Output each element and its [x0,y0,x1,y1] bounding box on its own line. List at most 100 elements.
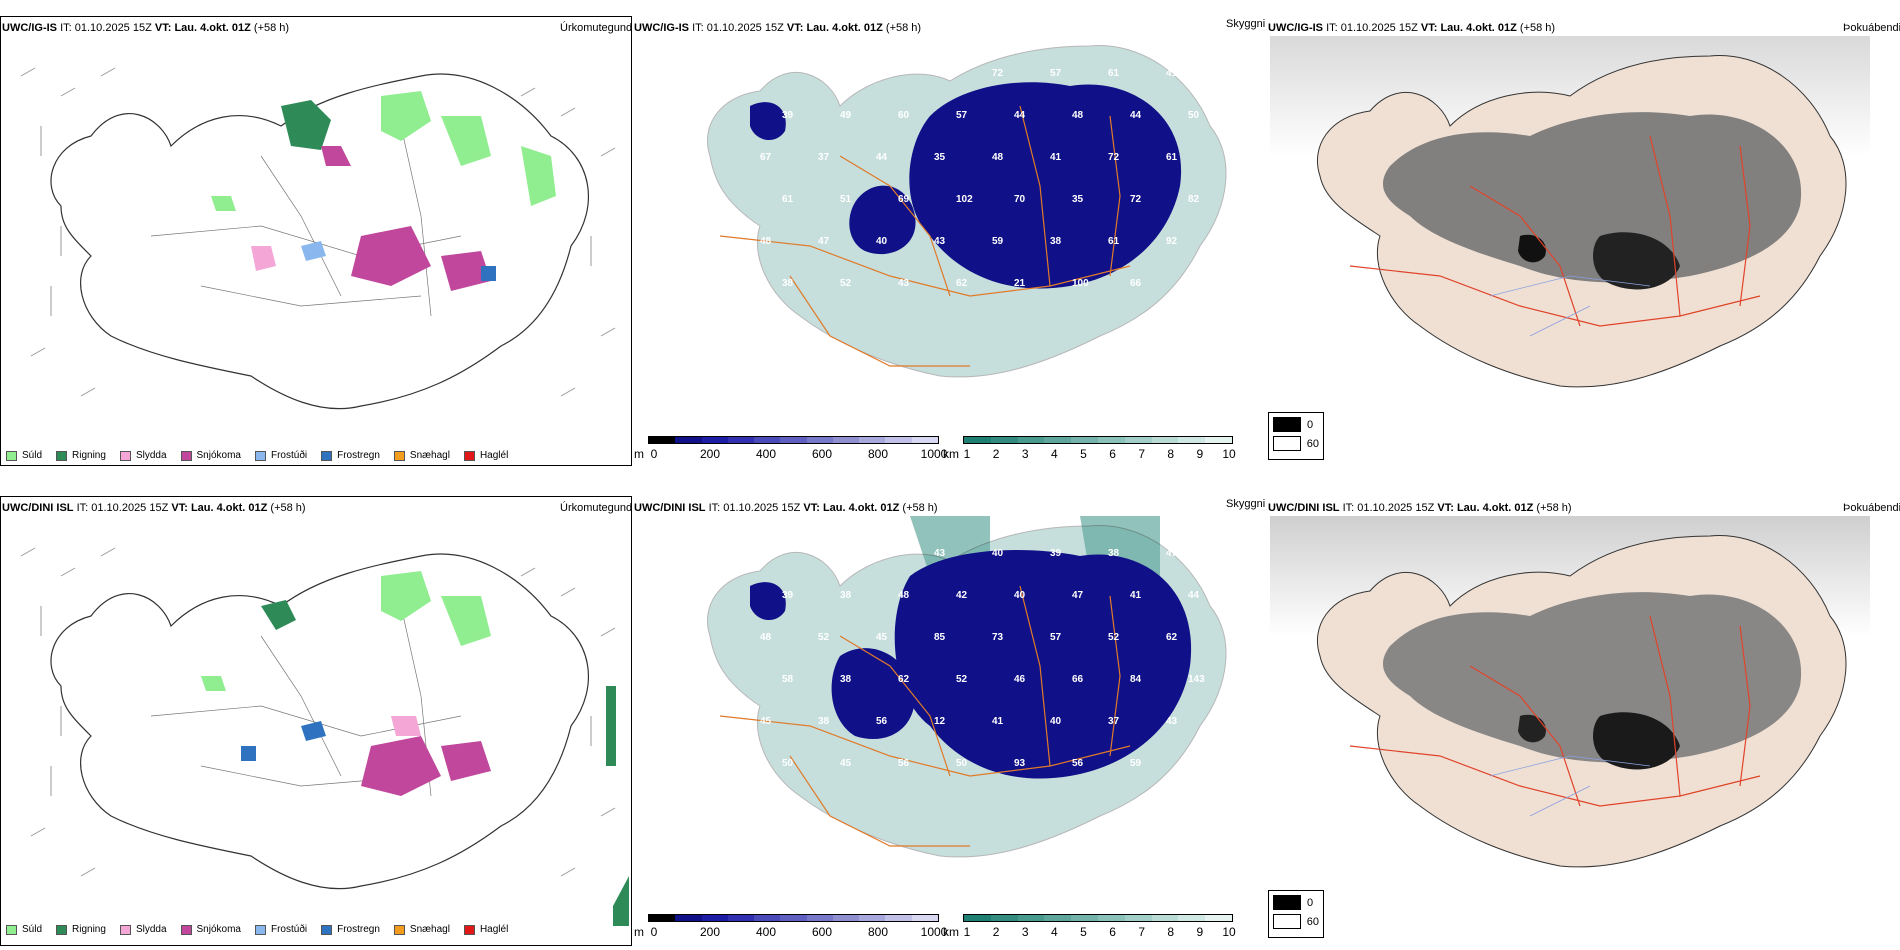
cloud-base-value: 47 [1072,590,1084,601]
colorbar-tick: 800 [867,925,889,939]
precip-map[interactable] [1,516,631,926]
colorbar-segment [1017,437,1045,443]
legend-swatch [180,450,192,461]
legend-item-slydda: Slydda [119,924,167,935]
cloud-base-value: 59 [992,236,1004,247]
cloud-base-value: 48 [898,590,910,601]
cloud-base-value: 102 [956,194,973,205]
cloud-base-value: 50 [956,758,968,769]
cloud-base-value: 38 [782,278,794,289]
colorbar-segment [859,437,886,443]
legend-swatch [393,450,405,461]
colorbar-segment [1151,437,1179,443]
legend-swatch [6,924,17,935]
colorbar-tick: 8 [1167,447,1175,461]
fog-map[interactable] [1270,516,1870,916]
cloud-base-value: 54 [760,800,772,811]
cloud-base-value: 317 [876,548,893,559]
visibility-colorbar: km 1 2 3 4 5 6 7 8 9 10 [943,914,1236,940]
colorbar-segment [649,915,676,921]
colorbar-tick: 2 [992,447,1000,461]
fog-legend: 0 60 [1268,412,1324,460]
legend-item-frostregn: Frostregn [321,450,380,461]
colorbar-tick: 4 [1050,447,1058,461]
cloud-base-value: 52 [956,674,968,685]
colorbar-segment [832,915,860,921]
cloud-base-value: 62 [1166,632,1178,643]
cloud-base-value: 100 [1072,278,1089,289]
cloud-base-value: 69 [898,194,910,205]
colorbar-tick: 200 [699,447,721,461]
colorbar-segment [1205,915,1232,921]
cloud-base-value: 61 [1108,236,1120,247]
cloud-base-value: 48 [760,632,772,643]
legend-item-suld: Súld [6,450,42,461]
colorbar-tick: 800 [867,447,889,461]
colorbar-tick: 3 [1021,447,1029,461]
cloud-base-value: 43 [898,278,910,289]
legend-swatch [393,924,405,935]
legend-item-haglel: Haglél [463,450,508,461]
colorbar-tick: 400 [755,925,777,939]
colorbar-tick: 10 [1222,925,1236,939]
legend-swatch [180,924,192,935]
cloud-map[interactable]: 358 291 317 43 40 39 38 47 39 38 48 42 40 47 41 44 48 52 4… [690,516,1230,906]
colorbar-tick: 5 [1080,447,1087,461]
legend-item-slydda: Slydda [119,450,167,461]
cloud-base-value: 40 [1014,590,1026,601]
cloud-base-colorbar: m 0 200 400 600 800 1000 [634,436,947,462]
cloud-base-value: 56 [1072,758,1084,769]
colorbar-segment [806,437,833,443]
cloud-base-value: 50 [782,758,794,769]
cloud-base-value: 72 [1130,194,1142,205]
precip-map[interactable] [1,36,631,446]
colorbar-segment [832,437,860,443]
cloud-base-value: 43 [934,548,946,559]
colorbar-segment [1124,915,1152,921]
cloud-panel-title: UWC/IG-IS IT: 01.10.2025 15Z VT: Lau. 4.… [634,22,922,34]
legend-item-frostudi: Frostúði [254,450,307,461]
precip-map-frame [0,16,632,466]
legend-swatch [463,450,475,461]
colorbar-segment [1044,437,1072,443]
cloud-base-value: 70 [1014,194,1026,205]
visibility-colorbar-bar [963,436,1233,444]
cloud-base-value: 40 [992,548,1004,559]
fog-map[interactable] [1270,36,1870,436]
cloud-base-value: 358 [760,548,777,559]
colorbar-segment [859,915,886,921]
legend-swatch [6,450,17,461]
cloud-base-value: 44 [1188,590,1200,601]
cloud-map[interactable]: 66 95 60 68 72 57 61 41 39 49 60 57 44 48 44 50 67 37 44 35… [690,36,1230,426]
cloud-base-value: 48 [1072,110,1084,121]
cloud-base-value: 58 [782,674,794,685]
cloud-base-value: 48 [760,236,772,247]
colorbar-tick: 7 [1138,925,1145,939]
colorbar-segment [780,437,807,443]
legend-swatch [254,450,266,461]
visibility-unit: km [943,447,959,461]
cloud-base-value: 38 [1108,548,1120,559]
cloud-base-value: 61 [1166,152,1178,163]
legend-swatch [321,450,333,461]
colorbar-segment [1151,915,1179,921]
cloud-base-colorbar-bar [648,914,939,922]
colorbar-segment [1124,437,1152,443]
colorbar-segment [754,437,781,443]
colorbar-tick: 6 [1109,447,1116,461]
cloud-base-value: 41 [1050,152,1062,163]
cloud-base-value: 60 [898,110,910,121]
cloud-base-value: 39 [1050,548,1062,559]
colorbar-tick: 600 [811,447,833,461]
cloud-base-value: 73 [992,632,1004,643]
cloud-base-value: 48 [992,152,1004,163]
cloud-base-value: 73 [1188,758,1200,769]
fog-legend-row: 60 [1273,914,1319,929]
colorbar-tick: 200 [699,925,721,939]
cloud-base-value: 57 [956,110,968,121]
cloud-base-value: 52 [818,632,830,643]
colorbar-tick: 1 [963,925,971,939]
cloud-base-value: 38 [1050,236,1062,247]
colorbar-segment [964,437,991,443]
cloud-panel-title: UWC/DINI ISL IT: 01.10.2025 15Z VT: Lau.… [634,502,938,514]
